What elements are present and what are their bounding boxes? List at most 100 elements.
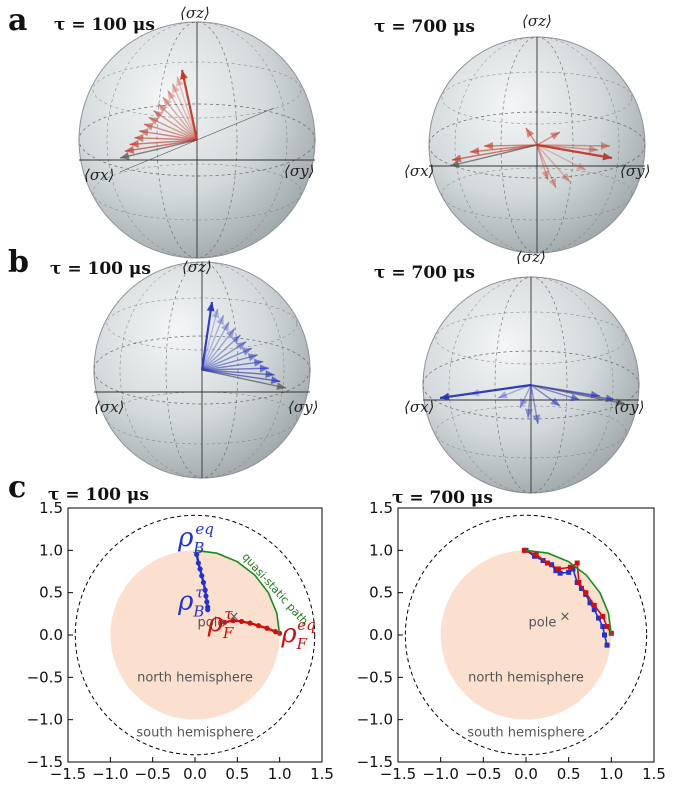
b-left-vector-1-head — [211, 308, 220, 319]
plot-left-ytick-label-6: −1.5 — [27, 753, 63, 771]
b-right-vector-10 — [530, 384, 626, 405]
axis-label-x-a-left: ⟨σx⟩ — [84, 166, 114, 184]
b-left-vector-0 — [200, 301, 214, 371]
a-right-vector-10 — [469, 144, 538, 153]
a-right-vector-5 — [536, 144, 599, 151]
a-right-vector-2 — [536, 144, 571, 183]
plot-right-series-0-point-13 — [596, 615, 602, 621]
plot-left-rho-B-eq-label-sup: eq — [195, 520, 213, 538]
plot-left-xtick-label-1: −1.0 — [92, 765, 128, 783]
plot-left-outer-circle — [74, 514, 316, 756]
b-left-vector-2 — [201, 314, 225, 371]
plot-left-ytick-label-1: 1.0 — [39, 541, 63, 559]
plot-right-xtick-label-0: −1.5 — [380, 765, 416, 783]
plot-left-north-hemisphere-label: north hemisphere — [137, 671, 253, 686]
a-left-vector-10 — [134, 136, 198, 141]
b-right-vector-2-head — [498, 390, 508, 399]
state-vectors-b-left — [200, 301, 287, 391]
tau-label-b-left: τ = 100 μs — [50, 259, 151, 279]
b-right-vector-10-head — [615, 398, 625, 407]
a-left-vector-3 — [167, 89, 198, 141]
a-right-vector-8-head — [526, 128, 535, 138]
plot-right-north-hemisphere-disk — [440, 550, 612, 720]
panel-label-c: c — [8, 470, 26, 505]
a-right-vector-0-head — [602, 152, 612, 161]
plot-left-rho-F-tau-label-sub: F — [222, 624, 234, 642]
b-left-vector-9 — [201, 360, 264, 371]
tau-label-a-right: τ = 700 μs — [374, 17, 475, 37]
a-right-vector-3-head — [548, 178, 557, 188]
b-left-vector-6 — [201, 341, 247, 371]
plot-left-rho-F-eq-label-sub: F — [296, 635, 308, 653]
plot-right-xtick-label-1: −1.0 — [422, 765, 458, 783]
plot-right-xtick-label-2: −0.5 — [465, 765, 501, 783]
plot-right-pole-label: pole — [529, 616, 557, 631]
plot-left-series-line-2 — [194, 549, 281, 636]
axis-label-y-b-left: ⟨σy⟩ — [288, 398, 318, 416]
a-right-vector-11-head — [452, 154, 462, 163]
plot-title-left: τ = 100 μs — [48, 485, 149, 505]
plot-left-pole-label: pole — [198, 616, 226, 631]
a-right-vector-6 — [536, 144, 611, 147]
a-right-vector-0 — [536, 143, 613, 160]
plot-right-series-1-point-4 — [567, 564, 573, 570]
plot-left-ytick-label-2: 0.5 — [39, 584, 63, 602]
b-left-vector-12-head — [270, 376, 281, 385]
panel-label-b: b — [8, 245, 29, 280]
plot-right-ytick-label-6: −1.5 — [357, 753, 393, 771]
plot-right-series-1-point-3 — [555, 566, 561, 572]
a-left-vector-13-head — [120, 152, 130, 160]
a-left-vector-11-head — [129, 139, 139, 148]
plot-right-series-0-point-14 — [600, 624, 606, 630]
b-left-vector-4 — [201, 328, 236, 371]
plot-right-south-hemisphere-label: south hemisphere — [467, 726, 584, 741]
plot-left: −1.5 −1.0 −0.5 0.0 0.5 1.0 1.5 1.5 1.0 0.5 0.0 −0.5… — [27, 499, 334, 783]
plot-left-rho-F-tau-label: ρFτ — [207, 605, 234, 642]
bloch-sphere-a-right: ⟨σz⟩ ⟨σx⟩ ⟨σy⟩ — [404, 12, 650, 254]
a-left-vector-5-head — [158, 103, 168, 113]
a-right-vector-3 — [536, 144, 557, 189]
b-right-vector-7-head — [570, 393, 580, 402]
b-right-vector-2 — [497, 384, 532, 399]
a-left-vector-1-head — [176, 76, 184, 87]
a-left-vector-9-head — [139, 128, 149, 137]
plot-left-rho-F-eq-label-sup: eq — [297, 616, 315, 634]
plot-left-series-0-point-1 — [195, 560, 201, 566]
state-vectors-a-left — [119, 69, 199, 160]
plot-left-series-1-point-0 — [222, 619, 228, 625]
b-right-vector-5-head — [532, 414, 541, 424]
b-right-vector-4 — [527, 384, 532, 419]
b-left-vector-11-head — [265, 370, 275, 379]
axis-label-z-b-left: ⟨σz⟩ — [182, 258, 212, 276]
plot-title-right: τ = 700 μs — [392, 488, 493, 508]
a-left-vector-2 — [171, 83, 198, 141]
plot-right-series-0-point-5 — [557, 570, 563, 576]
plot-right-ytick-label-1: 1.0 — [369, 541, 393, 559]
plot-left-xtick-label-3: 0.0 — [183, 765, 207, 783]
axis-label-x-b-right: ⟨σx⟩ — [404, 398, 434, 416]
plot-left-series-0-point-2 — [197, 566, 203, 572]
plot-left-series-0-point-0 — [194, 551, 200, 558]
b-left-vector-1 — [201, 308, 219, 371]
plot-left-xtick-label-5: 1.0 — [268, 765, 292, 783]
a-left-vector-8-head — [143, 122, 154, 131]
axis-label-y-b-right: ⟨σy⟩ — [614, 398, 644, 416]
plot-right-xtick-label-4: 0.5 — [557, 765, 581, 783]
a-right-vector-7-head — [550, 132, 560, 140]
b-left-vector-11 — [201, 369, 275, 376]
b-right-vector-1-head — [470, 388, 480, 397]
tau-label-a-left: τ = 100 μs — [54, 15, 155, 35]
a-left-vector-11 — [129, 139, 198, 146]
plot-right-ytick-label-0: 1.5 — [369, 499, 393, 517]
b-left-vector-5-head — [231, 335, 241, 345]
bloch-sphere-b-left: ⟨σz⟩ ⟨σx⟩ ⟨σy⟩ — [93, 258, 318, 479]
plot-left-pole-mark: × — [229, 610, 240, 625]
a-right-vector-1 — [536, 144, 587, 171]
plot-left-rho-B-tau-label-sub: B — [192, 603, 204, 621]
plot-right-series-1-point-6 — [576, 580, 582, 586]
plot-right-series-0-point-7 — [570, 566, 576, 572]
plot-left-xtick-label-2: −0.5 — [134, 765, 170, 783]
panel-label-a: a — [8, 3, 27, 38]
a-left-vector-6 — [152, 110, 198, 141]
a-left-vector-12-head — [124, 145, 135, 154]
